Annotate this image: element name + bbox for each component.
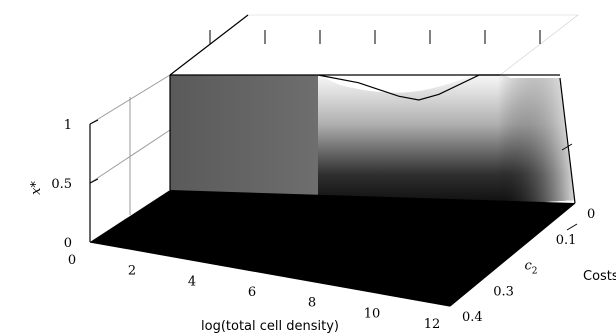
surface-front-highlight xyxy=(318,73,575,218)
y-tick-label: 0 xyxy=(587,207,595,222)
y-tick-label: 0.4 xyxy=(462,310,483,325)
y-axis-label: Costs (h⁻¹) xyxy=(583,269,616,284)
x-tick-label: 8 xyxy=(308,296,316,311)
x-tick-label: 2 xyxy=(128,264,136,279)
surface-front-flat xyxy=(170,75,318,217)
right-tick-mark xyxy=(566,223,578,231)
x-tick-label: 4 xyxy=(188,274,196,289)
right-tick-mark xyxy=(561,143,573,151)
x-tick-label: 6 xyxy=(248,285,256,300)
z-tick-labels: 00.51 xyxy=(51,118,72,251)
z-tick-mark xyxy=(89,119,99,125)
floor-plane xyxy=(90,190,575,306)
z-axis-label: x* xyxy=(29,181,44,195)
y-tick-label: c2 xyxy=(525,259,538,277)
z-tick-label: 0 xyxy=(64,236,72,251)
x-tick-labels: 0 2 4 6 8 10 12 xyxy=(68,253,440,332)
right-edge xyxy=(559,77,576,204)
y-tick-labels: 0 0.1 c2 0.3 0.4 xyxy=(462,207,595,325)
right-bottom-edge xyxy=(449,202,576,307)
z-tick-label: 1 xyxy=(64,118,72,133)
top-plane xyxy=(169,14,579,76)
x-tick-label: 0 xyxy=(68,253,76,268)
z-tick-label: 0.5 xyxy=(51,177,72,192)
x-tick-label: 10 xyxy=(364,306,381,321)
x-tick-label: 12 xyxy=(424,317,441,332)
boundary-curve-series xyxy=(317,74,560,101)
top-back-left-edge xyxy=(169,14,249,76)
y-tick-label: 0.3 xyxy=(493,284,514,299)
x-axis-label: log(total cell density) xyxy=(201,319,339,334)
front-bottom-edge xyxy=(89,241,451,307)
tick-marks xyxy=(89,30,578,231)
y-tick-label: 0.1 xyxy=(556,233,577,248)
z-tick-mark xyxy=(89,178,99,184)
